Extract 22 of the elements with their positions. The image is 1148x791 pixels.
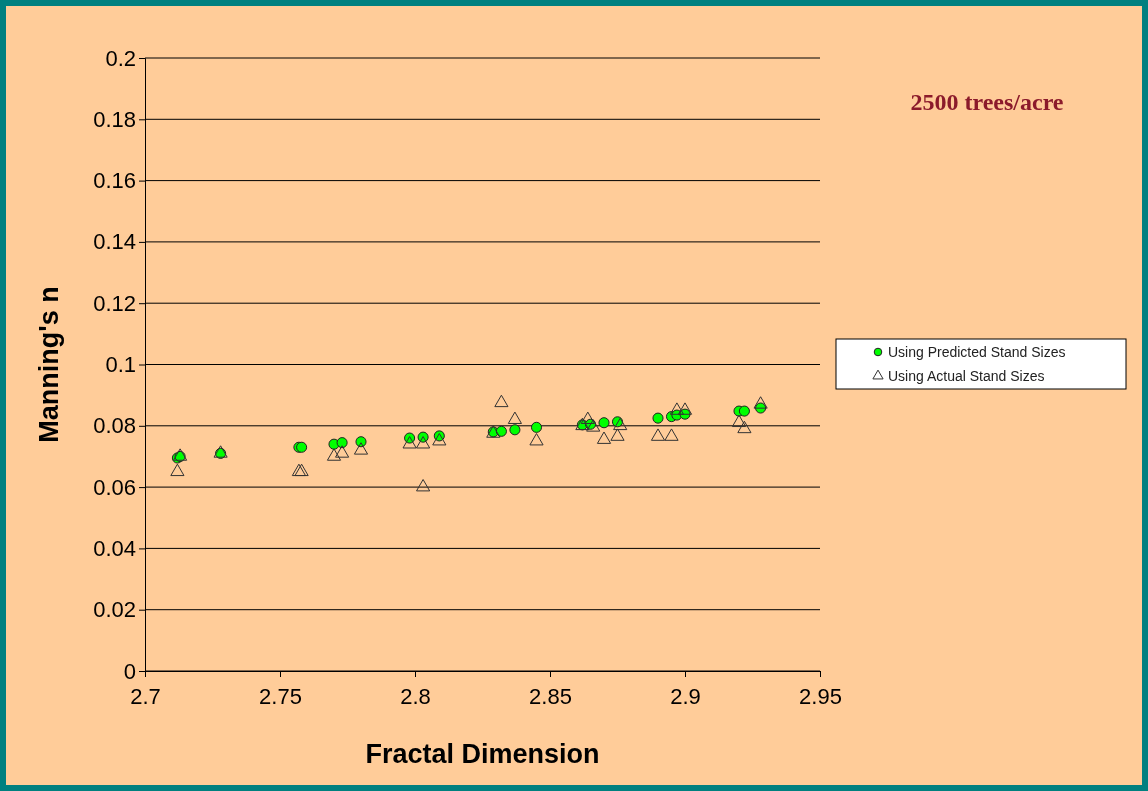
y-tick-label: 0.06 [93, 474, 136, 500]
x-axis-title: Fractal Dimension [365, 739, 600, 769]
y-tick-label: 0 [123, 658, 136, 684]
legend-label: Using Actual Stand Sizes [888, 368, 1045, 384]
y-tick-label: 0.14 [93, 229, 136, 255]
x-tick-label: 2.9 [670, 684, 701, 710]
y-tick-label: 0.2 [105, 45, 136, 71]
y-tick-label: 0.08 [93, 413, 136, 439]
x-tick-label: 2.7 [130, 684, 161, 710]
y-tick-label: 0.02 [93, 597, 136, 623]
y-axis-title: Manning's n [34, 286, 64, 443]
x-tick-label: 2.8 [400, 684, 431, 710]
y-tick-label: 0.04 [93, 535, 136, 561]
text: 2500 trees/acre [910, 89, 1064, 115]
x-tick-label: 2.75 [259, 684, 302, 710]
y-tick-label: 0.1 [105, 352, 136, 378]
x-tick-label: 2.95 [799, 684, 842, 710]
y-tick-label: 0.16 [93, 168, 136, 194]
y-tick-label: 0.12 [93, 290, 136, 316]
legend-label: Using Predicted Stand Sizes [888, 344, 1066, 360]
x-tick-label: 2.85 [529, 684, 572, 710]
y-tick-label: 0.18 [93, 106, 136, 132]
